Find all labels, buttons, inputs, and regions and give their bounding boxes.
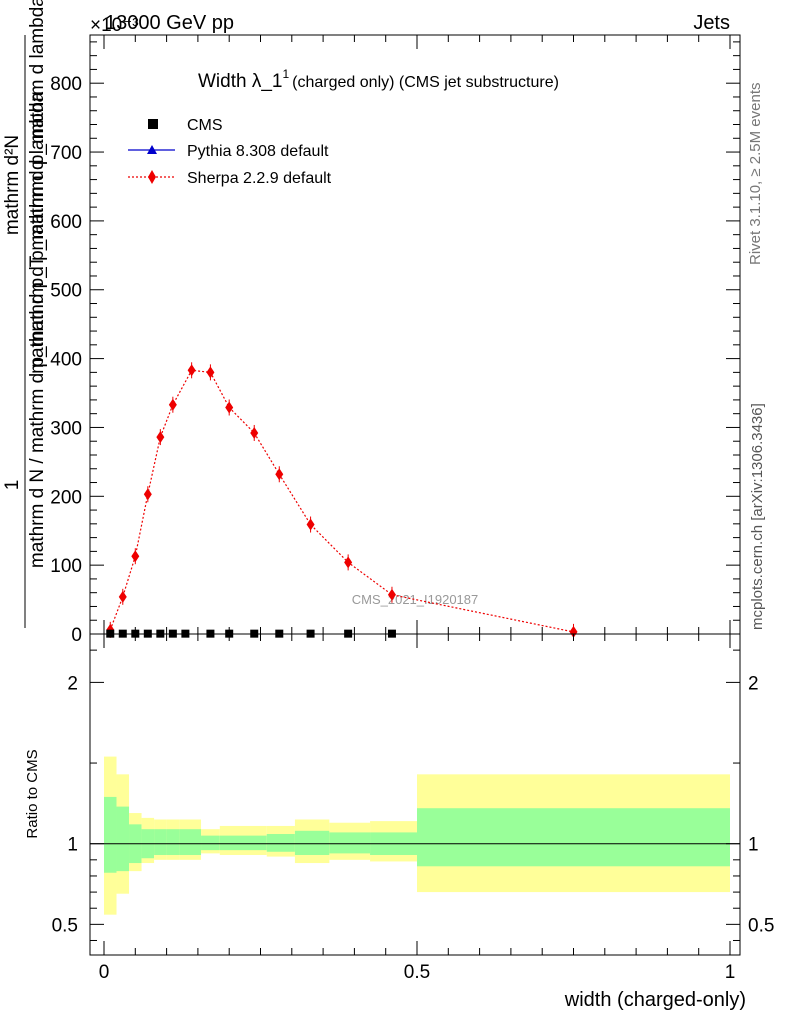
rivet-label: Rivet 3.1.10, ≥ 2.5M events (747, 83, 764, 266)
ratio-inner-band (104, 796, 117, 873)
xlabel: width (charged-only) (564, 989, 746, 1011)
ratio-panel: 0.5 0.51 12 2 0 0.5 1 Ratio to CMS width (cha… (24, 633, 774, 1011)
watermark: CMS_2021_I1920187 (352, 592, 479, 607)
sherpa-point (569, 625, 578, 638)
ratio-ytick-label-right: 2 (748, 673, 759, 694)
ylabel-left-bottom: mathrm d N / mathrm d p_mathrm d p_mathr… (27, 91, 48, 568)
main-ytick-label: 200 (50, 487, 82, 508)
sherpa-point (306, 518, 315, 531)
y-exponent: ×10⁻³ (90, 15, 139, 36)
sherpa-point (387, 588, 396, 601)
main-ytick-label: 100 (50, 556, 82, 577)
legend-label-pythia: Pythia 8.308 default (187, 143, 329, 160)
ratio-inner-band (154, 829, 167, 855)
ratio-ylabel: Ratio to CMS (24, 749, 41, 838)
legend-label-cms: CMS (187, 117, 223, 134)
ratio-bands (104, 756, 730, 915)
sherpa-line (109, 369, 574, 633)
ratio-inner-band (329, 832, 371, 854)
sherpa-point (225, 401, 234, 414)
sherpa-series (106, 362, 578, 640)
ratio-xtick-label: 0 (99, 962, 110, 983)
ratio-inner-band (116, 806, 130, 872)
main-ytick-label: 500 (50, 281, 82, 302)
ratio-inner-band (266, 834, 295, 852)
ratio-inner-band (179, 829, 202, 855)
ratio-ytick-label-right: 0.5 (748, 915, 774, 936)
header-right: Jets (693, 12, 730, 34)
ratio-inner-band (201, 835, 220, 851)
sherpa-point (275, 468, 284, 481)
main-ytick-label: 700 (50, 143, 82, 164)
main-panel: 0 100 200 300 400 500 600 700 800 Width λ_11 (cha… (2, 0, 741, 646)
ratio-ytick-label: 1 (67, 835, 78, 856)
main-ytick-label: 0 (71, 625, 82, 646)
legend-label-sherpa: Sherpa 2.2.9 default (187, 170, 332, 187)
ratio-y-axis: 0.5 0.5 1 1 2 2 (52, 649, 774, 941)
ratio-ytick-label-right: 1 (748, 835, 759, 856)
header-left: 13000 GeV pp (105, 12, 234, 34)
legend-marker-pythia (147, 145, 157, 154)
sherpa-point (156, 431, 165, 444)
legend-marker-sherpa (148, 170, 156, 184)
main-ytick-label: 300 (50, 418, 82, 439)
mcplots-label: mcplots.cern.ch [arXiv:1306.3436] (749, 403, 766, 630)
ratio-inner-band (294, 830, 330, 855)
sherpa-point (206, 366, 215, 379)
legend-marker-cms (148, 119, 158, 129)
ylabel-mid-bottom: mathrm d p_T mathrm d p_mathrm d lambda (27, 0, 48, 374)
main-ytick-label: 600 (50, 212, 82, 233)
legend: CMS Pythia 8.308 default Sherpa 2.2.9 de… (128, 117, 332, 187)
ratio-xtick-label: 1 (725, 962, 736, 983)
ratio-x-axis: 0 0.5 1 (99, 634, 736, 983)
sherpa-point (344, 556, 353, 569)
sherpa-point (168, 398, 177, 411)
sherpa-point (143, 488, 152, 501)
ratio-inner-band (417, 808, 730, 867)
ratio-inner-band (219, 835, 267, 851)
main-ytick-label: 400 (50, 350, 82, 371)
ratio-ytick-label: 0.5 (52, 915, 78, 936)
main-x-ticks (103, 35, 731, 634)
ratio-frame (89, 633, 741, 956)
main-ytick-label: 800 (50, 74, 82, 95)
ylabel-mid-top: mathrm d²N (2, 135, 23, 235)
sherpa-point (187, 364, 196, 377)
main-y-axis: 0 100 200 300 400 500 600 700 800 (50, 41, 740, 646)
ratio-xtick-label: 0.5 (404, 962, 430, 983)
sherpa-point (250, 426, 259, 439)
ratio-ytick-label: 2 (67, 673, 78, 694)
sherpa-point (131, 550, 140, 563)
sherpa-point (118, 590, 127, 603)
ratio-inner-band (166, 829, 180, 855)
chart-title: Width λ_11 (charged only) (CMS jet substr… (198, 67, 559, 92)
y-axis-label: 1 mathrm d N / mathrm d p_mathrm d p_mat… (2, 0, 48, 628)
ylabel-left-top: 1 (2, 480, 23, 491)
